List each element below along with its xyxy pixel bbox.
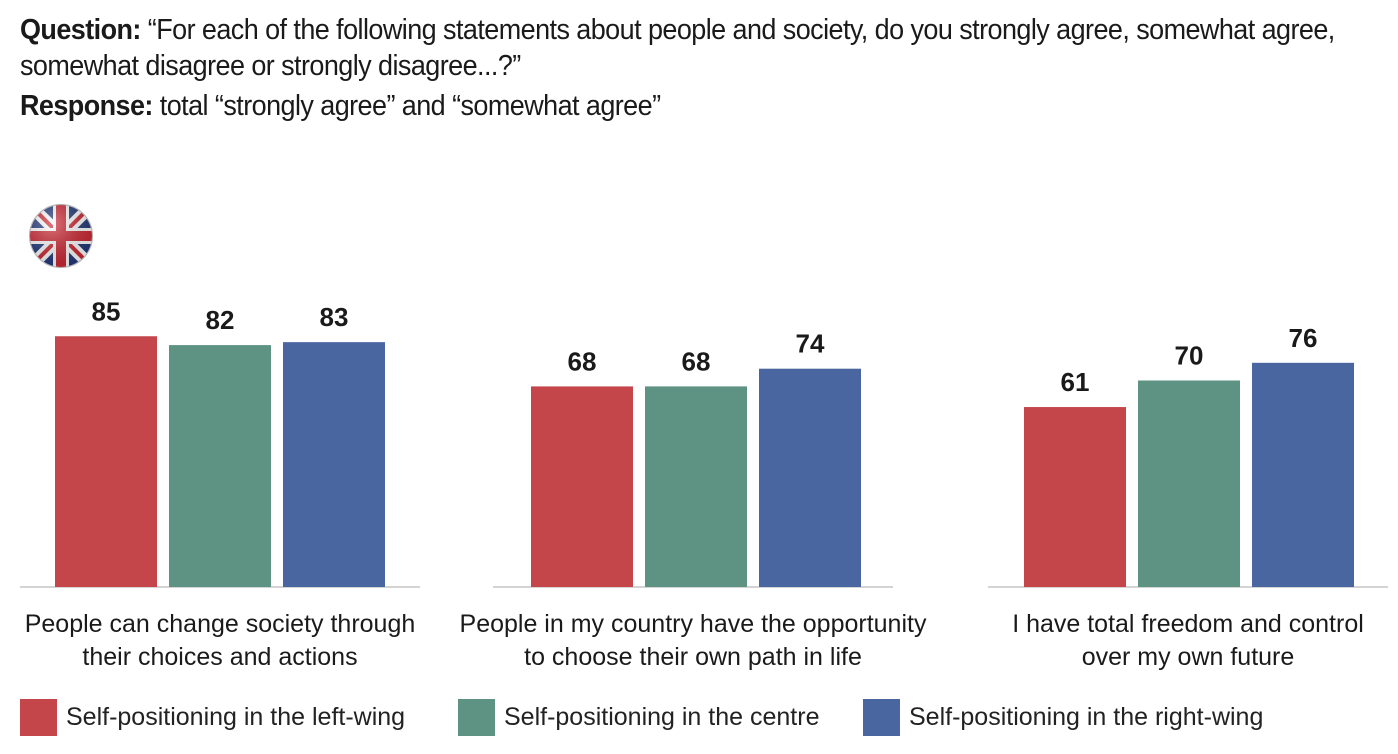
uk-flag-icon [29,204,93,268]
bar [283,342,385,587]
legend-item-right-wing: Self-positioning in the right-wing [863,697,1263,737]
data-label: 68 [568,346,597,376]
data-label: 74 [796,329,825,359]
category-label: their choices and actions [82,643,357,671]
response-line: Response: total “strongly agree” and “so… [20,88,1285,124]
data-label: 68 [682,346,711,376]
legend-swatch-left-wing [20,698,57,736]
category-label: over my own future [1082,643,1295,671]
legend-label-left-wing: Self-positioning in the left-wing [66,702,406,731]
bar [1252,362,1354,587]
data-label: 83 [320,302,349,332]
question-line-1: Question: “For each of the following sta… [20,12,1335,48]
response-text: total “strongly agree” and “somewhat agr… [159,90,661,122]
data-label: 82 [206,305,235,335]
legend-label-centre: Self-positioning in the centre [504,702,820,731]
bar [759,368,861,587]
legend-swatch-centre [458,698,495,736]
question-text-2: somewhat disagree or strongly disagree..… [20,50,521,82]
question-text-1: “For each of the following statements ab… [147,14,1335,46]
category-label: People in my country have the opportunit… [460,610,927,638]
data-label: 70 [1175,341,1204,371]
category-label: to choose their own path in life [524,643,862,671]
legend: Self-positioning in the left-wing Self-p… [20,697,1390,737]
bar [169,345,271,587]
bar [531,386,633,587]
legend-label-right-wing: Self-positioning in the right-wing [909,702,1264,731]
question-line-2: somewhat disagree or strongly disagree..… [20,48,1285,84]
data-label: 85 [92,296,121,326]
legend-swatch-right-wing [863,698,900,736]
bar [1024,407,1126,587]
chart-header: Question: “For each of the following sta… [20,12,1380,124]
bar [645,386,747,587]
bar [55,336,157,587]
bar [1138,380,1240,587]
response-label: Response: [20,90,153,122]
category-label: I have total freedom and control [1012,610,1364,638]
legend-item-centre: Self-positioning in the centre [458,697,819,737]
legend-item-left-wing: Self-positioning in the left-wing [20,697,405,737]
bar-chart: 85 82 83 People can change society through t… [20,296,1388,671]
category-label: People can change society through [25,610,416,638]
question-label: Question: [20,14,141,46]
data-label: 76 [1289,323,1318,353]
data-label: 61 [1061,367,1090,397]
